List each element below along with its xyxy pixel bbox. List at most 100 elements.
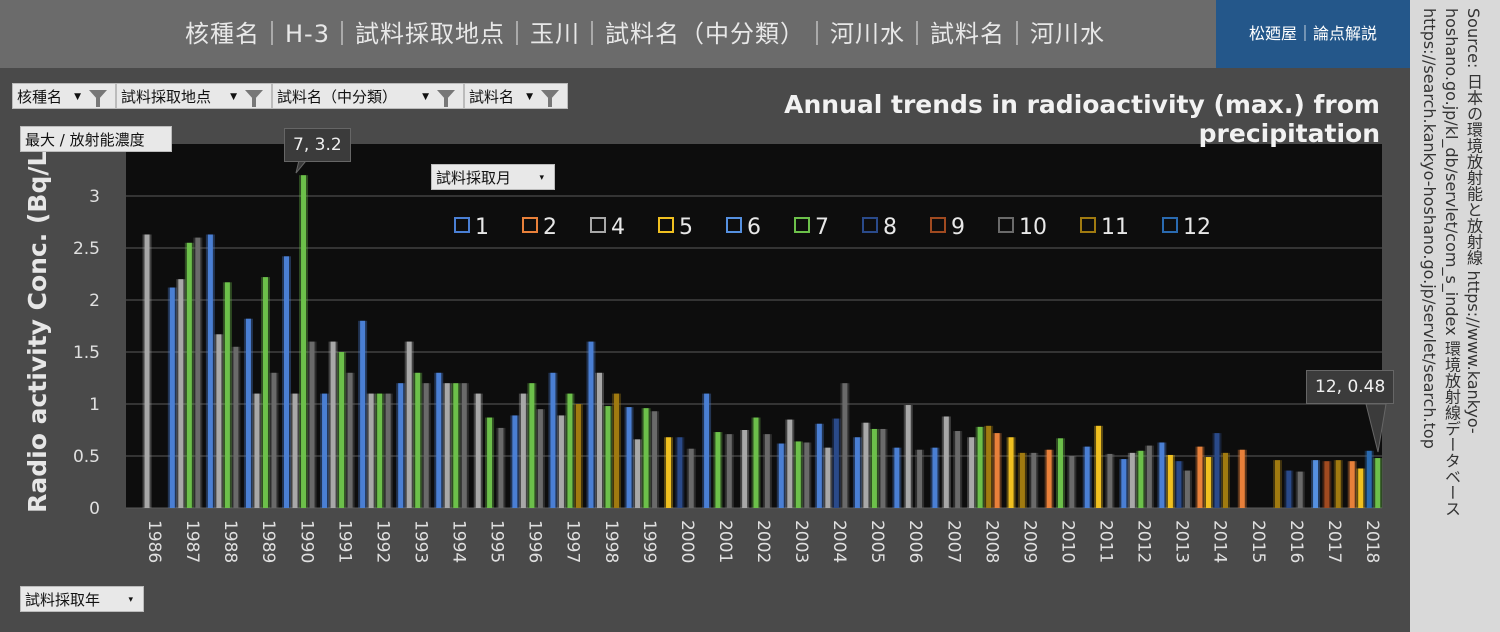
legend-swatch bbox=[726, 217, 742, 233]
filter-sample-class[interactable]: 試料名（中分類） ▼ bbox=[272, 83, 464, 109]
x-tick-label: 1997 bbox=[563, 520, 583, 563]
bar bbox=[677, 437, 683, 508]
value-field-button[interactable]: 最大 / 放射能濃度 bbox=[20, 126, 172, 152]
x-tick-label: 2001 bbox=[715, 520, 735, 563]
bar bbox=[575, 404, 581, 508]
bar bbox=[1107, 453, 1113, 508]
bar bbox=[385, 393, 391, 508]
x-tick-label: 1992 bbox=[372, 520, 392, 563]
chart-title: Annual trends in radioactivity (max.) fr… bbox=[784, 90, 1380, 148]
bar bbox=[1046, 449, 1052, 508]
bar bbox=[487, 417, 493, 508]
legend-label: 9 bbox=[951, 215, 965, 240]
x-tick-label: 1996 bbox=[525, 520, 545, 563]
bar bbox=[284, 256, 289, 508]
x-tick-label: 2006 bbox=[905, 520, 925, 563]
bar bbox=[347, 372, 353, 508]
bar bbox=[368, 393, 374, 508]
month-field-label: 試料採取月 bbox=[436, 169, 512, 187]
y-tick-label: 0.5 bbox=[73, 447, 100, 467]
header-title: 核種名｜H-3｜試料採取地点｜玉川｜試料名（中分類）｜河川水｜試料名｜河川水 bbox=[185, 20, 1105, 48]
x-tick-label: 1994 bbox=[449, 520, 469, 563]
x-tick-label: 1987 bbox=[182, 520, 202, 563]
bar bbox=[406, 341, 412, 508]
dropdown-arrow-icon: ▼ bbox=[526, 92, 533, 102]
bar bbox=[588, 341, 594, 508]
bar bbox=[567, 393, 573, 508]
bar bbox=[186, 242, 192, 509]
bar bbox=[1121, 459, 1127, 508]
filter-site[interactable]: 試料採取地点 ▼ bbox=[116, 83, 272, 109]
bar bbox=[529, 383, 535, 508]
month-field-button[interactable]: 試料採取月 ▾ bbox=[431, 164, 555, 190]
bar bbox=[398, 383, 404, 508]
legend-swatch bbox=[794, 217, 810, 233]
bar bbox=[233, 346, 239, 508]
filter-funnel-icon bbox=[89, 90, 107, 107]
bar bbox=[825, 447, 831, 508]
x-tick-label: 1990 bbox=[296, 520, 316, 563]
year-field-label: 試料採取年 bbox=[25, 591, 101, 609]
year-field-button[interactable]: 試料採取年 ▾ bbox=[20, 586, 144, 612]
bar bbox=[144, 234, 150, 509]
brand-badge[interactable]: 松廼屋｜論点解説 bbox=[1216, 0, 1410, 68]
filter-nuclide-label: 核種名 bbox=[17, 88, 63, 106]
x-tick-label: 2016 bbox=[1286, 520, 1306, 563]
legend-label: 12 bbox=[1183, 215, 1211, 240]
bar bbox=[1197, 446, 1203, 508]
legend-label: 2 bbox=[543, 215, 557, 240]
legend-swatch bbox=[862, 217, 878, 233]
y-tick-label: 1.5 bbox=[73, 343, 100, 363]
legend-swatch bbox=[454, 217, 470, 233]
bar bbox=[917, 449, 923, 508]
bar bbox=[1223, 452, 1228, 508]
bar bbox=[1366, 450, 1372, 508]
y-tick-label: 2 bbox=[89, 291, 100, 311]
filter-nuclide[interactable]: 核種名 ▼ bbox=[12, 83, 116, 109]
bar bbox=[360, 320, 366, 508]
x-tick-label: 2002 bbox=[753, 520, 773, 563]
x-tick-label: 2007 bbox=[943, 520, 963, 563]
bar bbox=[854, 437, 860, 508]
bar bbox=[178, 279, 184, 508]
y-tick-label: 1 bbox=[89, 395, 100, 415]
callout-last: 12, 0.48 bbox=[1306, 370, 1395, 404]
bar bbox=[626, 407, 632, 508]
bar bbox=[216, 334, 222, 508]
x-tick-label: 2005 bbox=[867, 520, 887, 563]
legend-label: 10 bbox=[1019, 215, 1047, 240]
filter-sample-name[interactable]: 試料名 ▼ bbox=[464, 83, 568, 109]
bar bbox=[224, 282, 230, 508]
bar bbox=[994, 433, 1000, 508]
filter-funnel-icon bbox=[245, 90, 263, 107]
bar bbox=[1167, 454, 1173, 508]
dropdown-arrow-icon: ▼ bbox=[422, 92, 429, 102]
x-tick-label: 2004 bbox=[829, 520, 849, 563]
bar bbox=[635, 439, 641, 508]
bar bbox=[1313, 460, 1319, 508]
bar bbox=[1214, 433, 1220, 508]
x-tick-label: 2013 bbox=[1172, 520, 1192, 563]
bar bbox=[309, 341, 315, 508]
dropdown-arrow-icon: ▼ bbox=[74, 92, 81, 102]
legend-label: 5 bbox=[679, 215, 693, 240]
x-tick-label: 1998 bbox=[601, 520, 621, 563]
bar bbox=[905, 405, 911, 508]
bar bbox=[833, 418, 839, 508]
bar bbox=[1297, 471, 1303, 508]
bar bbox=[195, 237, 201, 508]
bar bbox=[715, 432, 721, 508]
x-tick-label: 1993 bbox=[410, 520, 430, 563]
bar bbox=[1069, 456, 1075, 508]
dropdown-arrow-icon: ▼ bbox=[230, 92, 237, 102]
x-tick-label: 2000 bbox=[677, 520, 697, 563]
value-field-label: 最大 / 放射能濃度 bbox=[25, 131, 145, 149]
filter-site-label: 試料採取地点 bbox=[121, 88, 212, 106]
x-tick-label: 1991 bbox=[334, 520, 354, 563]
bar bbox=[804, 442, 810, 508]
chart-svg: 0 0.5 1 1.5 2 2.5 3 Radio activity Conc. (Bq/L)… bbox=[23, 139, 1387, 563]
filter-sample-class-label: 試料名（中分類） bbox=[277, 88, 398, 106]
bar bbox=[1375, 458, 1381, 508]
bar bbox=[1146, 445, 1152, 508]
bar bbox=[550, 372, 556, 508]
